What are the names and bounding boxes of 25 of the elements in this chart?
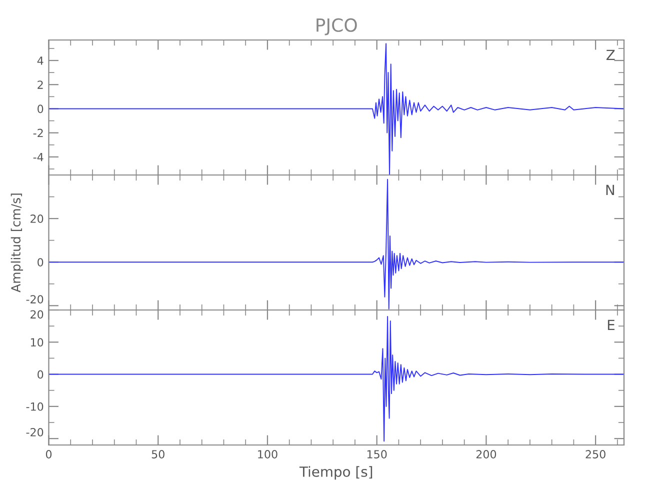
y-tick-label: 20 [30,310,44,319]
y-tick-label: -20 [26,428,44,436]
y-tick-label: -20 [26,295,44,304]
y-tick-label: 10 [30,338,44,347]
y-tick-label: -2 [33,128,43,138]
y-tick-label: 0 [38,370,44,379]
annotation: Z [606,50,615,60]
annotation: E [608,320,614,330]
annotation: N [606,184,614,196]
x-tick-label: 50 [152,450,164,458]
y-axis-title: Amplitud [cm/s] [10,194,23,292]
x-axis-title: Tiempo [s] [299,466,372,480]
chart-title: PJCO [316,18,357,36]
y-tick-label: 2 [38,80,43,89]
x-tick-label: 0 [46,450,52,458]
x-tick-label: 100 [258,450,278,458]
y-tick-label: -4 [33,153,44,162]
x-tick-label: 250 [586,450,606,458]
y-tick-label: 0 [38,104,44,114]
x-tick-label: 200 [476,450,496,458]
y-tick-label: 0 [38,258,44,266]
y-tick-label: 20 [30,214,44,223]
y-tick-label: 4 [37,56,44,65]
x-tick-label: 150 [367,450,387,458]
y-tick-label: -10 [26,402,44,411]
